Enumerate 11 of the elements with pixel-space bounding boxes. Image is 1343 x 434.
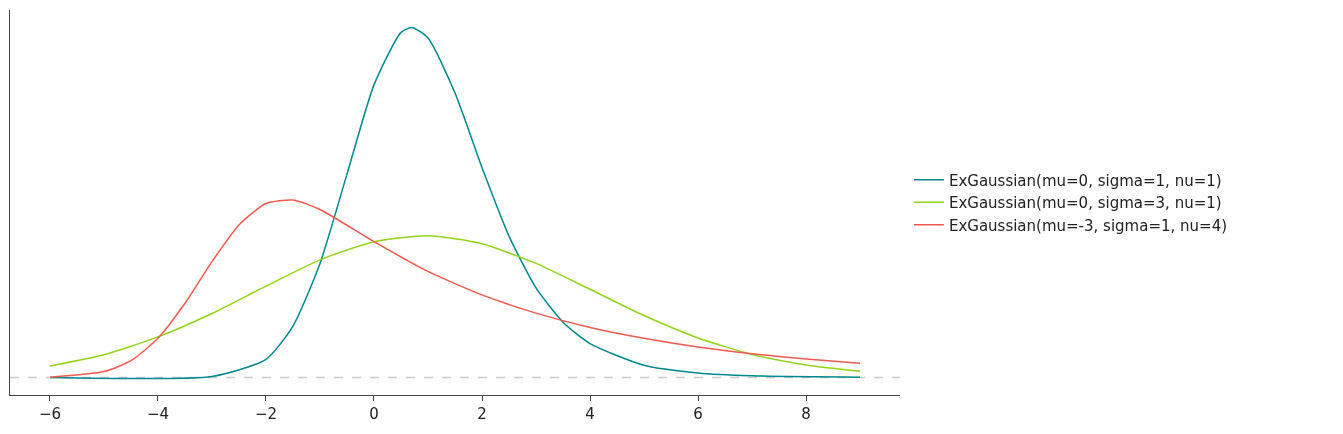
legend-label: ExGaussian(mu=0, sigma=3, nu=1)	[948, 194, 1222, 213]
x-tick-label: −4	[146, 405, 170, 423]
x-tick-label: 6	[693, 405, 703, 423]
x-tick-label: −2	[254, 405, 278, 423]
legend-label: ExGaussian(mu=0, sigma=1, nu=1)	[948, 171, 1222, 190]
legend-label: ExGaussian(mu=-3, sigma=1, nu=4)	[948, 216, 1228, 235]
x-tick-label: 2	[477, 405, 487, 423]
x-tick-label: −6	[38, 405, 62, 423]
x-tick-label: 0	[369, 405, 379, 423]
x-tick-label: 4	[585, 405, 595, 423]
x-tick-label: 8	[801, 405, 811, 423]
